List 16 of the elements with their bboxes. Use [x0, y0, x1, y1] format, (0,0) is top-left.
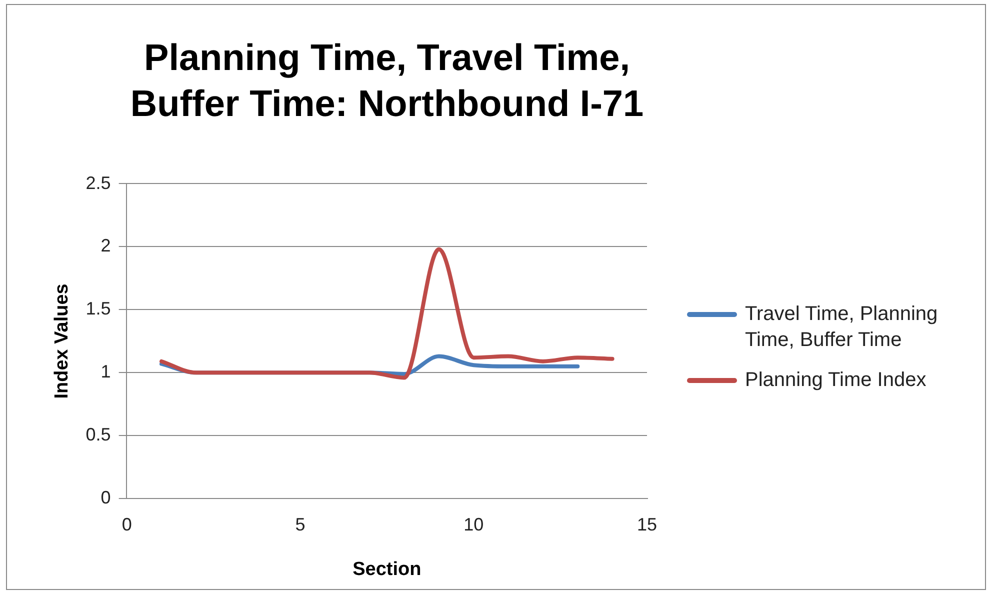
x-tick-label: 10	[464, 514, 484, 534]
line-series	[160, 247, 614, 380]
y-tick-label: 2.5	[86, 172, 111, 193]
y-tick-label: 0	[100, 488, 111, 508]
x-axis-title: Section	[352, 558, 422, 580]
y-tick-label: 1.5	[86, 298, 111, 319]
x-tick-label: 5	[295, 514, 306, 534]
y-axis-title: Index Values	[52, 284, 73, 399]
y-tick-label: 1	[100, 362, 111, 382]
x-tick-label: 15	[636, 514, 658, 534]
chart-title: Planning Time, Travel Time, Buffer Time: Northbound I-71	[129, 36, 645, 126]
y-tick-label: 0.5	[86, 424, 111, 445]
legend-label: Planning Time Index	[745, 368, 926, 393]
legend-label: Travel Time, Planning Time, Buffer Time	[745, 302, 939, 353]
y-tick-label: 2	[100, 236, 111, 256]
x-tick-label: 0	[122, 514, 132, 534]
